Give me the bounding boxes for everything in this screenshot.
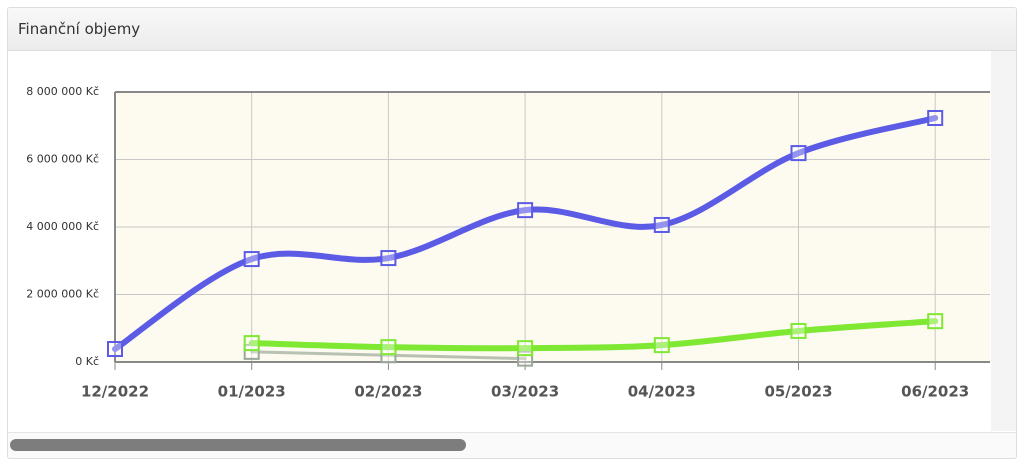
series-line [248,318,939,352]
y-tick-label: 2 000 000 Kč [26,288,99,301]
x-tick-label: 02/2023 [354,383,422,401]
series-line [250,350,527,361]
point-marker [790,322,807,339]
x-tick-label: 03/2023 [491,383,559,401]
point-marker [790,145,807,162]
point-marker [927,109,944,126]
x-tick-label: 01/2023 [218,383,286,401]
point-marker [927,313,944,330]
y-tick-label: 4 000 000 Kč [26,220,99,233]
scrollbar [8,432,1016,458]
x-tick-label: 04/2023 [628,383,696,401]
point-marker [243,251,260,268]
panel-title: Finanční objemy [8,8,1016,51]
y-tick-label: 8 000 000 Kč [26,85,99,98]
y-tick-label: 0 Kč [75,355,99,368]
x-tick-label: 12/2022 [81,383,149,401]
series-line [112,114,939,353]
point-marker [653,216,670,233]
side-strip [991,51,1016,431]
point-marker [243,335,260,352]
y-tick-label: 6 000 000 Kč [26,153,99,166]
point-marker [107,341,123,358]
point-marker [517,202,534,219]
point-marker [653,337,670,354]
chart: 0 Kč 2 000 000 Kč 4 000 000 Kč 6 000 000 Kč… [26,85,990,401]
point-marker [380,339,397,356]
x-tick-label: 05/2023 [764,383,832,401]
point-marker [380,250,397,267]
x-tick-label: 06/2023 [901,383,969,401]
point-marker [517,340,534,357]
scroll-thumb[interactable] [10,439,466,451]
